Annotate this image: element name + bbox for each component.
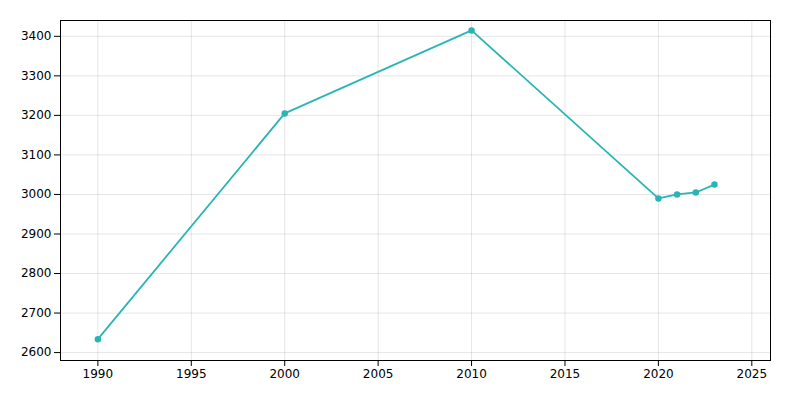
svg-text:3100: 3100 — [21, 148, 52, 162]
svg-text:2005: 2005 — [363, 367, 394, 381]
svg-text:2025: 2025 — [737, 367, 768, 381]
svg-text:1995: 1995 — [176, 367, 207, 381]
svg-text:2800: 2800 — [21, 266, 52, 280]
svg-text:2010: 2010 — [456, 367, 487, 381]
svg-text:2020: 2020 — [643, 367, 674, 381]
svg-text:2015: 2015 — [550, 367, 581, 381]
svg-text:2000: 2000 — [269, 367, 300, 381]
svg-text:3400: 3400 — [21, 29, 52, 43]
svg-text:3000: 3000 — [21, 187, 52, 201]
svg-text:3300: 3300 — [21, 69, 52, 83]
svg-text:2700: 2700 — [21, 306, 52, 320]
svg-text:2600: 2600 — [21, 345, 52, 359]
svg-text:2900: 2900 — [21, 227, 52, 241]
svg-text:3200: 3200 — [21, 108, 52, 122]
svg-text:1990: 1990 — [83, 367, 114, 381]
